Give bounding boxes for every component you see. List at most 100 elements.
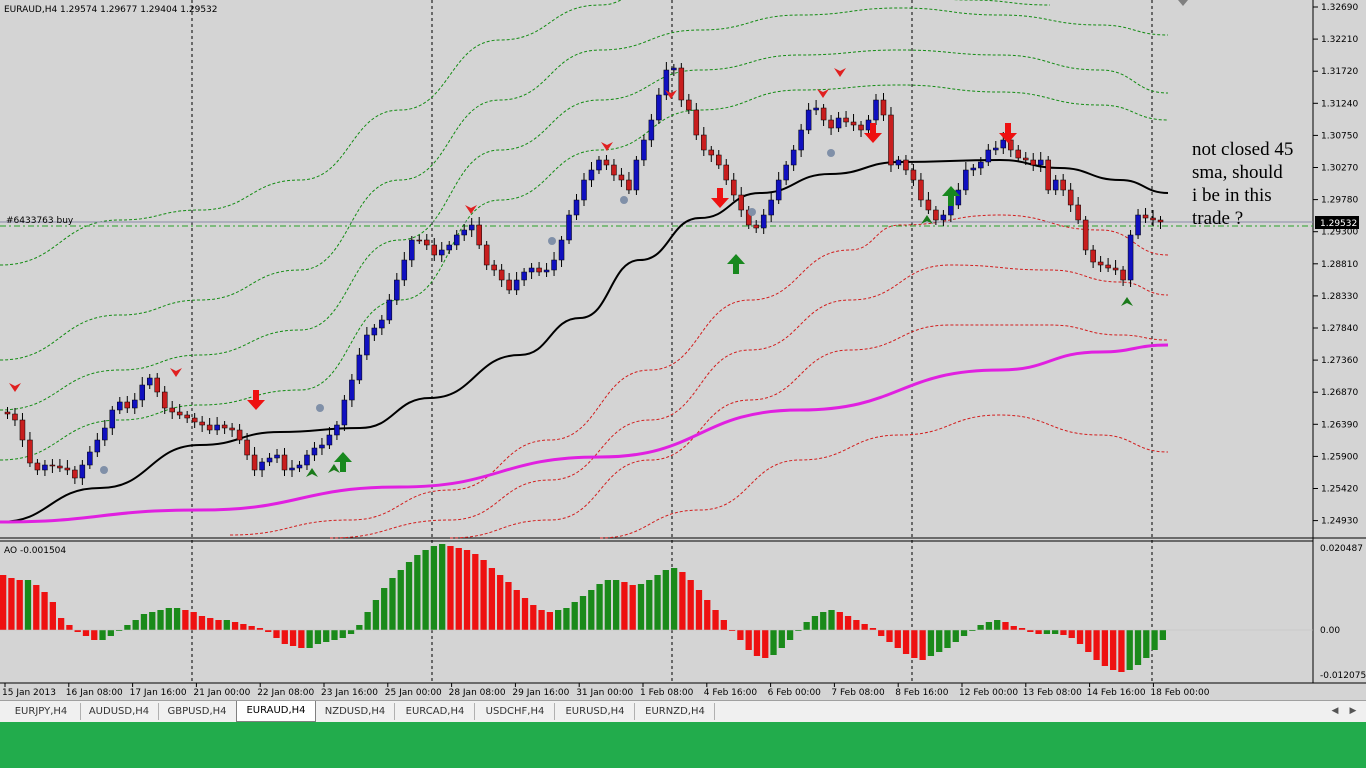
ao-bar xyxy=(1110,630,1117,670)
price-chart[interactable]: #6433763 buy EURAUD,H4 1.29574 1.29677 1… xyxy=(0,0,1366,700)
ao-bar xyxy=(621,582,628,630)
ao-bar xyxy=(115,630,123,631)
ao-bar xyxy=(497,575,504,630)
arrow-left-icon[interactable]: ◀ xyxy=(1331,706,1339,716)
ao-bar xyxy=(41,592,48,630)
candle-body xyxy=(948,204,954,216)
candle-body xyxy=(738,194,744,211)
lower-band-line xyxy=(329,264,1169,539)
ao-axis-zero: 0.00 xyxy=(1320,626,1340,636)
candle-body xyxy=(117,401,123,411)
tab-eurjpy[interactable]: EURJPY,H4 xyxy=(2,703,81,720)
tab-eurnzd[interactable]: EURNZD,H4 xyxy=(636,703,715,720)
candle-body xyxy=(1045,159,1051,191)
time-tick-label: 16 Jan 08:00 xyxy=(66,688,123,698)
ao-bar xyxy=(16,580,23,630)
ao-bar xyxy=(869,628,877,630)
time-tick-label: 12 Feb 00:00 xyxy=(959,688,1018,698)
candle-body xyxy=(394,279,400,301)
sell-signal-arrow xyxy=(864,123,882,143)
ao-bar xyxy=(563,608,570,630)
candle-body xyxy=(49,464,56,467)
ao-bar xyxy=(107,630,114,636)
sell-fractal-marker xyxy=(817,89,829,98)
candle-body xyxy=(416,239,423,242)
sell-fractal-marker xyxy=(834,68,846,77)
tab-nzdusd[interactable]: NZDUSD,H4 xyxy=(316,703,395,720)
chart-window[interactable]: #6433763 buy EURAUD,H4 1.29574 1.29677 1… xyxy=(0,0,1366,700)
candle-body xyxy=(341,399,348,426)
candle-body xyxy=(289,467,295,471)
arrow-right-icon[interactable]: ▶ xyxy=(1349,706,1357,716)
signal-arrows xyxy=(9,68,1133,477)
ao-bar xyxy=(902,630,910,654)
ao-bar xyxy=(447,546,454,630)
candle-body xyxy=(521,271,527,281)
candle-body xyxy=(236,429,243,441)
candle-body xyxy=(498,269,505,281)
tab-gbpusd[interactable]: GBPUSD,H4 xyxy=(158,703,237,720)
candle-body xyxy=(27,439,33,464)
candle-body xyxy=(843,117,849,123)
ao-bar xyxy=(173,608,181,630)
ao-bar xyxy=(944,630,951,648)
ao-bar xyxy=(795,630,802,631)
price-tick-label: 1.26390 xyxy=(1321,420,1358,430)
ao-bar xyxy=(936,630,943,652)
ao-bar xyxy=(745,630,752,650)
candle-body xyxy=(139,384,146,401)
ao-bar xyxy=(662,570,669,630)
ao-bar xyxy=(207,618,214,630)
candle-body xyxy=(1097,261,1104,266)
current-price-label: 1.29532 xyxy=(1320,219,1357,229)
ao-bar xyxy=(728,630,736,631)
candle-body xyxy=(603,159,610,166)
ao-bar xyxy=(306,630,313,648)
time-tick-label: 13 Feb 08:00 xyxy=(1023,688,1082,698)
ao-bar xyxy=(513,590,520,630)
ao-bar xyxy=(8,578,15,630)
ao-bar xyxy=(687,580,694,630)
candle-body xyxy=(109,409,116,429)
ao-bar xyxy=(381,588,388,630)
candle-body xyxy=(708,149,715,156)
tab-audusd[interactable]: AUDUSD,H4 xyxy=(80,703,159,720)
candle-body xyxy=(753,224,759,229)
tab-euraud[interactable]: EURAUD,H4 xyxy=(236,701,316,722)
candle-body xyxy=(1090,249,1096,263)
candle-body xyxy=(491,264,497,271)
candle-body xyxy=(461,229,467,236)
ao-bar xyxy=(753,630,761,656)
candle-body xyxy=(618,174,625,181)
candle-body xyxy=(963,169,969,191)
price-tick-label: 1.24930 xyxy=(1321,517,1358,527)
ao-bar xyxy=(439,544,446,630)
tab-eurcad[interactable]: EURCAD,H4 xyxy=(396,703,475,720)
candle-body xyxy=(334,424,340,436)
ao-bar xyxy=(828,610,835,630)
tab-usdchf[interactable]: USDCHF,H4 xyxy=(476,703,555,720)
time-tick-label: 7 Feb 08:00 xyxy=(831,688,885,698)
price-tick-label: 1.32210 xyxy=(1321,35,1358,45)
tab-eurusd[interactable]: EURUSD,H4 xyxy=(556,703,635,720)
ao-bar xyxy=(1052,630,1059,634)
lower-band-line xyxy=(229,214,1169,536)
ao-bar xyxy=(571,602,578,630)
ao-bar xyxy=(347,630,355,634)
candle-body xyxy=(671,67,677,71)
ao-bar xyxy=(704,600,711,630)
ao-bar xyxy=(985,622,993,630)
upper-band-line xyxy=(0,49,1169,411)
ao-bar xyxy=(1010,626,1017,630)
candle-body xyxy=(1052,179,1059,191)
time-tick-label: 31 Jan 00:00 xyxy=(576,688,633,698)
candle-body xyxy=(835,117,842,129)
sell-fractal-marker xyxy=(665,90,677,99)
candle-body xyxy=(229,427,235,431)
candle-body xyxy=(1015,149,1022,159)
chart-shift-marker[interactable] xyxy=(1178,0,1188,6)
sma200-line xyxy=(0,343,1169,524)
ao-bar xyxy=(66,625,73,630)
main-chart-area[interactable] xyxy=(0,0,1313,538)
ao-bar xyxy=(132,620,139,630)
